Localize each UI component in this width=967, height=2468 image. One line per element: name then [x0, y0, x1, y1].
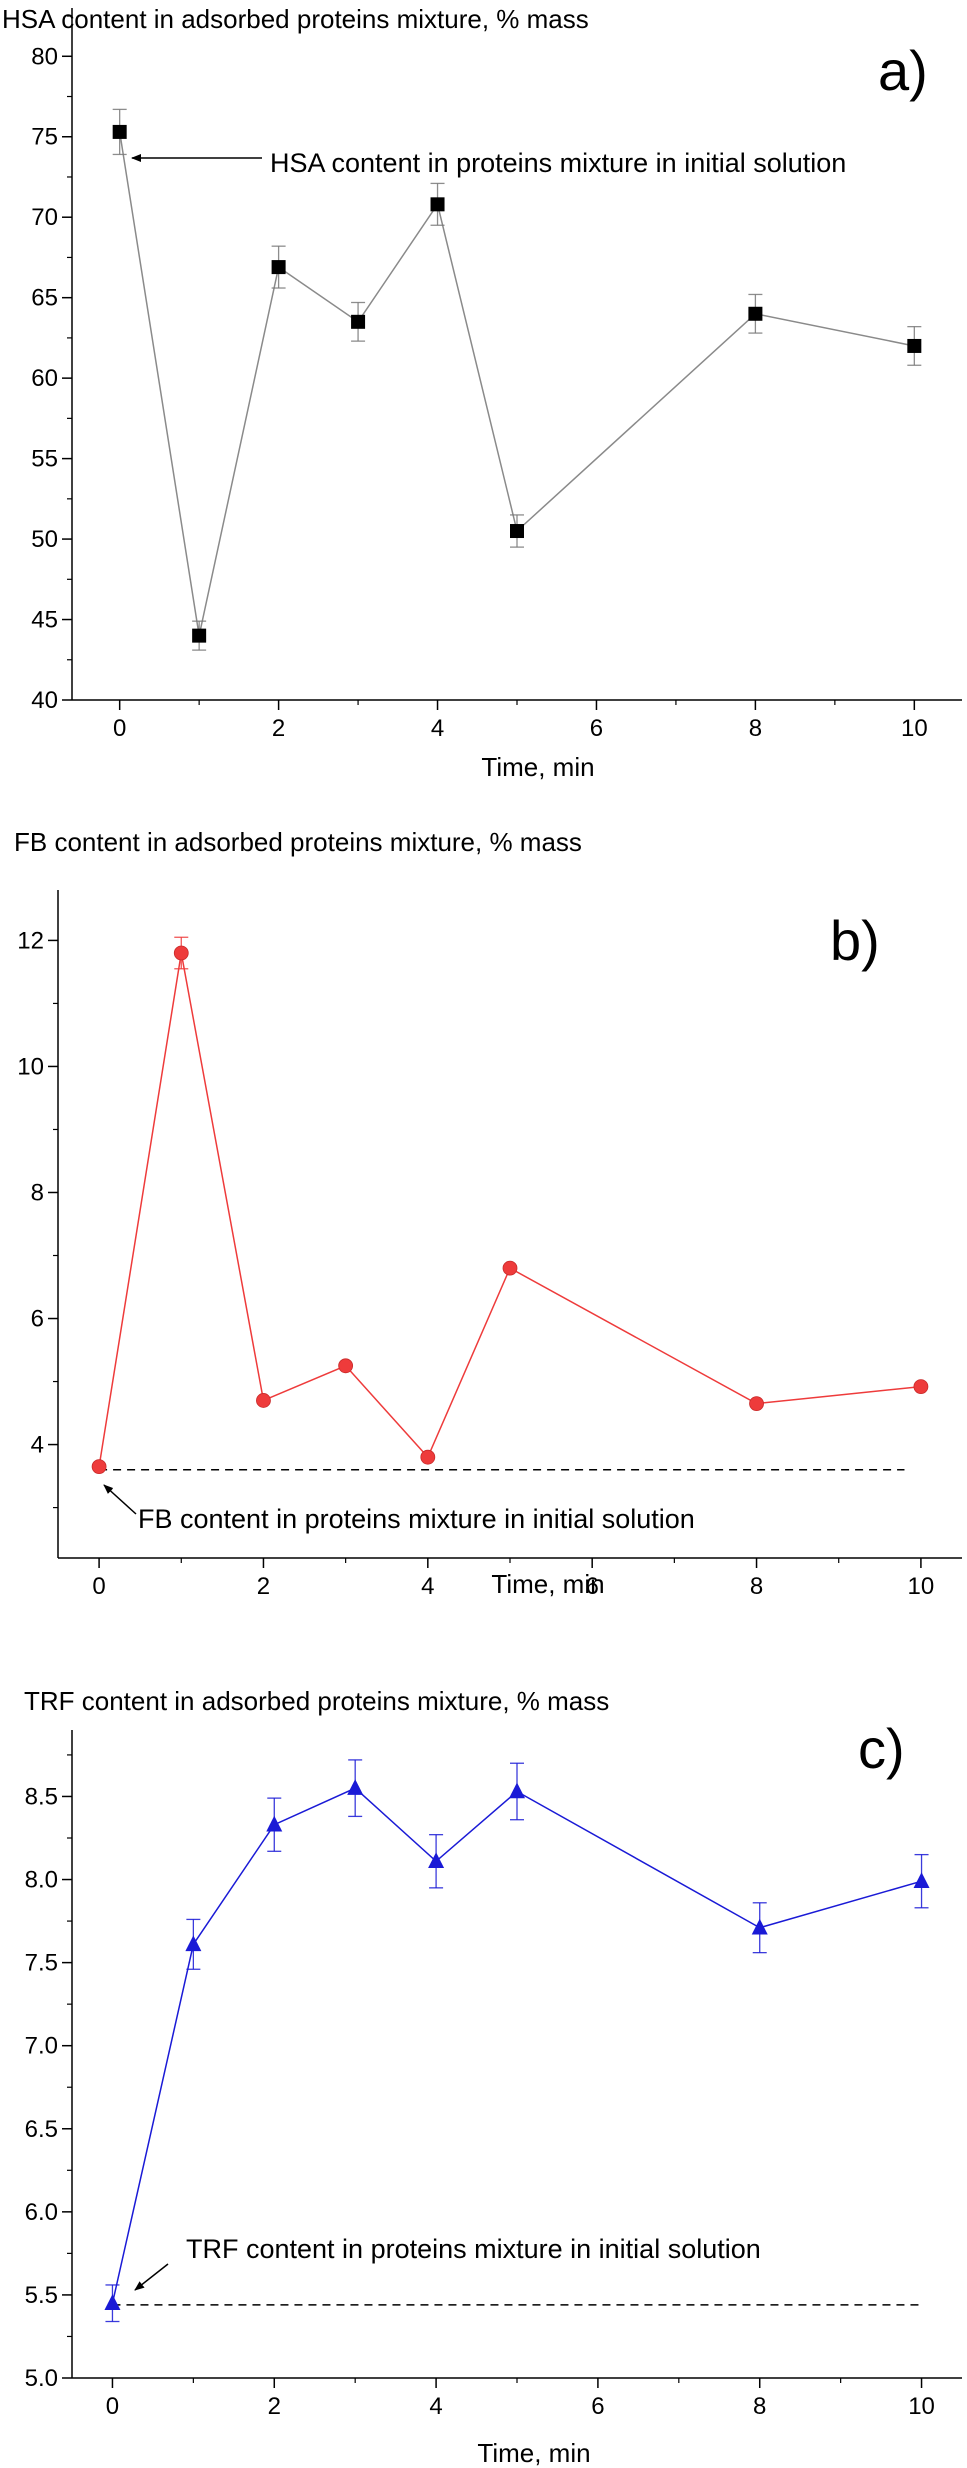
panel-b-x-tick-label: 4 — [421, 1573, 434, 1600]
panel-c-y-tick-label: 6.0 — [25, 2199, 58, 2226]
panel-c-x-tick-label: 10 — [908, 2393, 935, 2420]
panel-a-data-point — [192, 628, 207, 643]
panel-a-y-tick-label: 40 — [31, 687, 58, 714]
panel-a-x-tick-label: 6 — [590, 715, 603, 742]
panel-a-y-tick-label: 80 — [31, 43, 58, 70]
panel-a-y-tick-label: 45 — [31, 607, 58, 634]
panel-c-x-axis-label: Time, min — [477, 2438, 590, 2468]
panel-c-y-tick-label: 8.5 — [25, 1783, 58, 1810]
panel-c-x-tick-label: 6 — [591, 2393, 604, 2420]
panel-b-y-tick-label: 12 — [17, 927, 44, 954]
panel-c-x-tick-label: 8 — [753, 2393, 766, 2420]
panel-b-annotation: FB content in proteins mixture in initia… — [138, 1504, 695, 1534]
panel-c-x-tick-label: 2 — [268, 2393, 281, 2420]
panel-c-annotation: TRF content in proteins mixture in initi… — [186, 2234, 761, 2264]
panel-b-label: b) — [830, 909, 880, 972]
panel-b-data-point — [913, 1379, 929, 1394]
panel-c: TRF content in adsorbed proteins mixture… — [24, 1686, 962, 2468]
panel-a: HSA content in adsorbed proteins mixture… — [2, 4, 962, 782]
panel-a-data-point — [907, 338, 922, 353]
panel-a-y-tick-label: 70 — [31, 204, 58, 231]
panel-b-data-point — [420, 1449, 436, 1465]
panel-c-y-tick-label: 5.0 — [25, 2365, 58, 2392]
panel-a-y-tick-label: 50 — [31, 526, 58, 553]
panel-a-data-point — [271, 260, 286, 275]
panel-c-title: TRF content in adsorbed proteins mixture… — [24, 1686, 609, 1716]
panel-c-x-tick-label: 4 — [429, 2393, 442, 2420]
panel-b-title: FB content in adsorbed proteins mixture,… — [14, 827, 582, 857]
panel-b: FB content in adsorbed proteins mixture,… — [14, 827, 962, 1600]
panel-a-y-tick-label: 65 — [31, 285, 58, 312]
panel-a-x-tick-label: 8 — [749, 715, 762, 742]
panel-b-y-tick-label: 6 — [31, 1306, 44, 1333]
panel-b-series-line — [98, 952, 921, 1467]
panel-a-data-point — [748, 306, 763, 321]
panel-b-data-point — [173, 945, 189, 961]
panel-c-data-point — [913, 1872, 930, 1888]
panel-c-y-tick-label: 7.5 — [25, 1950, 58, 1977]
panel-c-data-point — [751, 1918, 768, 1935]
panel-a-data-point — [112, 124, 127, 139]
panel-b-annotation-arrow — [103, 1484, 137, 1515]
panel-c-data-point — [347, 1779, 364, 1795]
panel-b-y-tick-label: 4 — [31, 1432, 44, 1459]
panel-a-data-point — [430, 197, 445, 212]
panel-c-y-tick-label: 6.5 — [25, 2116, 58, 2143]
panel-b-x-tick-label: 2 — [257, 1573, 270, 1600]
panel-a-x-axis-label: Time, min — [481, 752, 594, 782]
panel-c-y-tick-label: 7.0 — [25, 2033, 58, 2060]
panel-c-data-point — [266, 1815, 283, 1832]
panel-a-label: a) — [878, 39, 928, 102]
panel-c-data-point — [509, 1782, 525, 1799]
panel-b-data-point — [91, 1459, 107, 1475]
panel-c-data-point — [104, 2294, 121, 2310]
panel-a-y-tick-label: 75 — [31, 124, 58, 151]
panel-a-series-line — [118, 131, 915, 636]
panel-a-y-tick-label: 55 — [31, 446, 58, 473]
panel-b-data-point — [256, 1393, 271, 1408]
panel-a-x-tick-label: 0 — [113, 715, 126, 742]
panel-a-x-tick-label: 10 — [901, 715, 928, 742]
panel-c-series-line — [111, 1787, 922, 2304]
panel-b-y-tick-label: 10 — [17, 1053, 44, 1080]
panel-c-x-tick-label: 0 — [106, 2393, 119, 2420]
panel-a-x-tick-label: 2 — [272, 715, 285, 742]
panel-b-x-axis-label: Time, min — [491, 1569, 604, 1599]
panel-c-label: c) — [858, 1717, 905, 1780]
panel-c-y-tick-label: 5.5 — [25, 2282, 58, 2309]
panel-a-data-point — [510, 524, 524, 539]
panel-c-data-point — [428, 1852, 445, 1869]
panel-a-y-tick-label: 60 — [31, 365, 58, 392]
panel-a-title: HSA content in adsorbed proteins mixture… — [2, 4, 589, 34]
panel-b-data-point — [502, 1260, 518, 1276]
panel-b-y-tick-label: 8 — [31, 1179, 44, 1206]
panel-c-y-tick-label: 8.0 — [25, 1867, 58, 1894]
panel-c-annotation-arrow — [134, 2263, 169, 2291]
panel-b-x-tick-label: 6 — [586, 1573, 599, 1600]
panel-a-x-tick-label: 4 — [431, 715, 444, 742]
panel-a-data-point — [351, 314, 366, 329]
panel-c-data-point — [185, 1935, 202, 1952]
panel-b-x-tick-label: 8 — [750, 1573, 763, 1600]
panel-b-x-tick-label: 10 — [908, 1573, 935, 1600]
panel-b-data-point — [749, 1396, 764, 1412]
panel-a-annotation: HSA content in proteins mixture in initi… — [270, 148, 846, 178]
panel-b-data-point — [338, 1358, 354, 1374]
panel-b-x-tick-label: 0 — [92, 1573, 105, 1600]
